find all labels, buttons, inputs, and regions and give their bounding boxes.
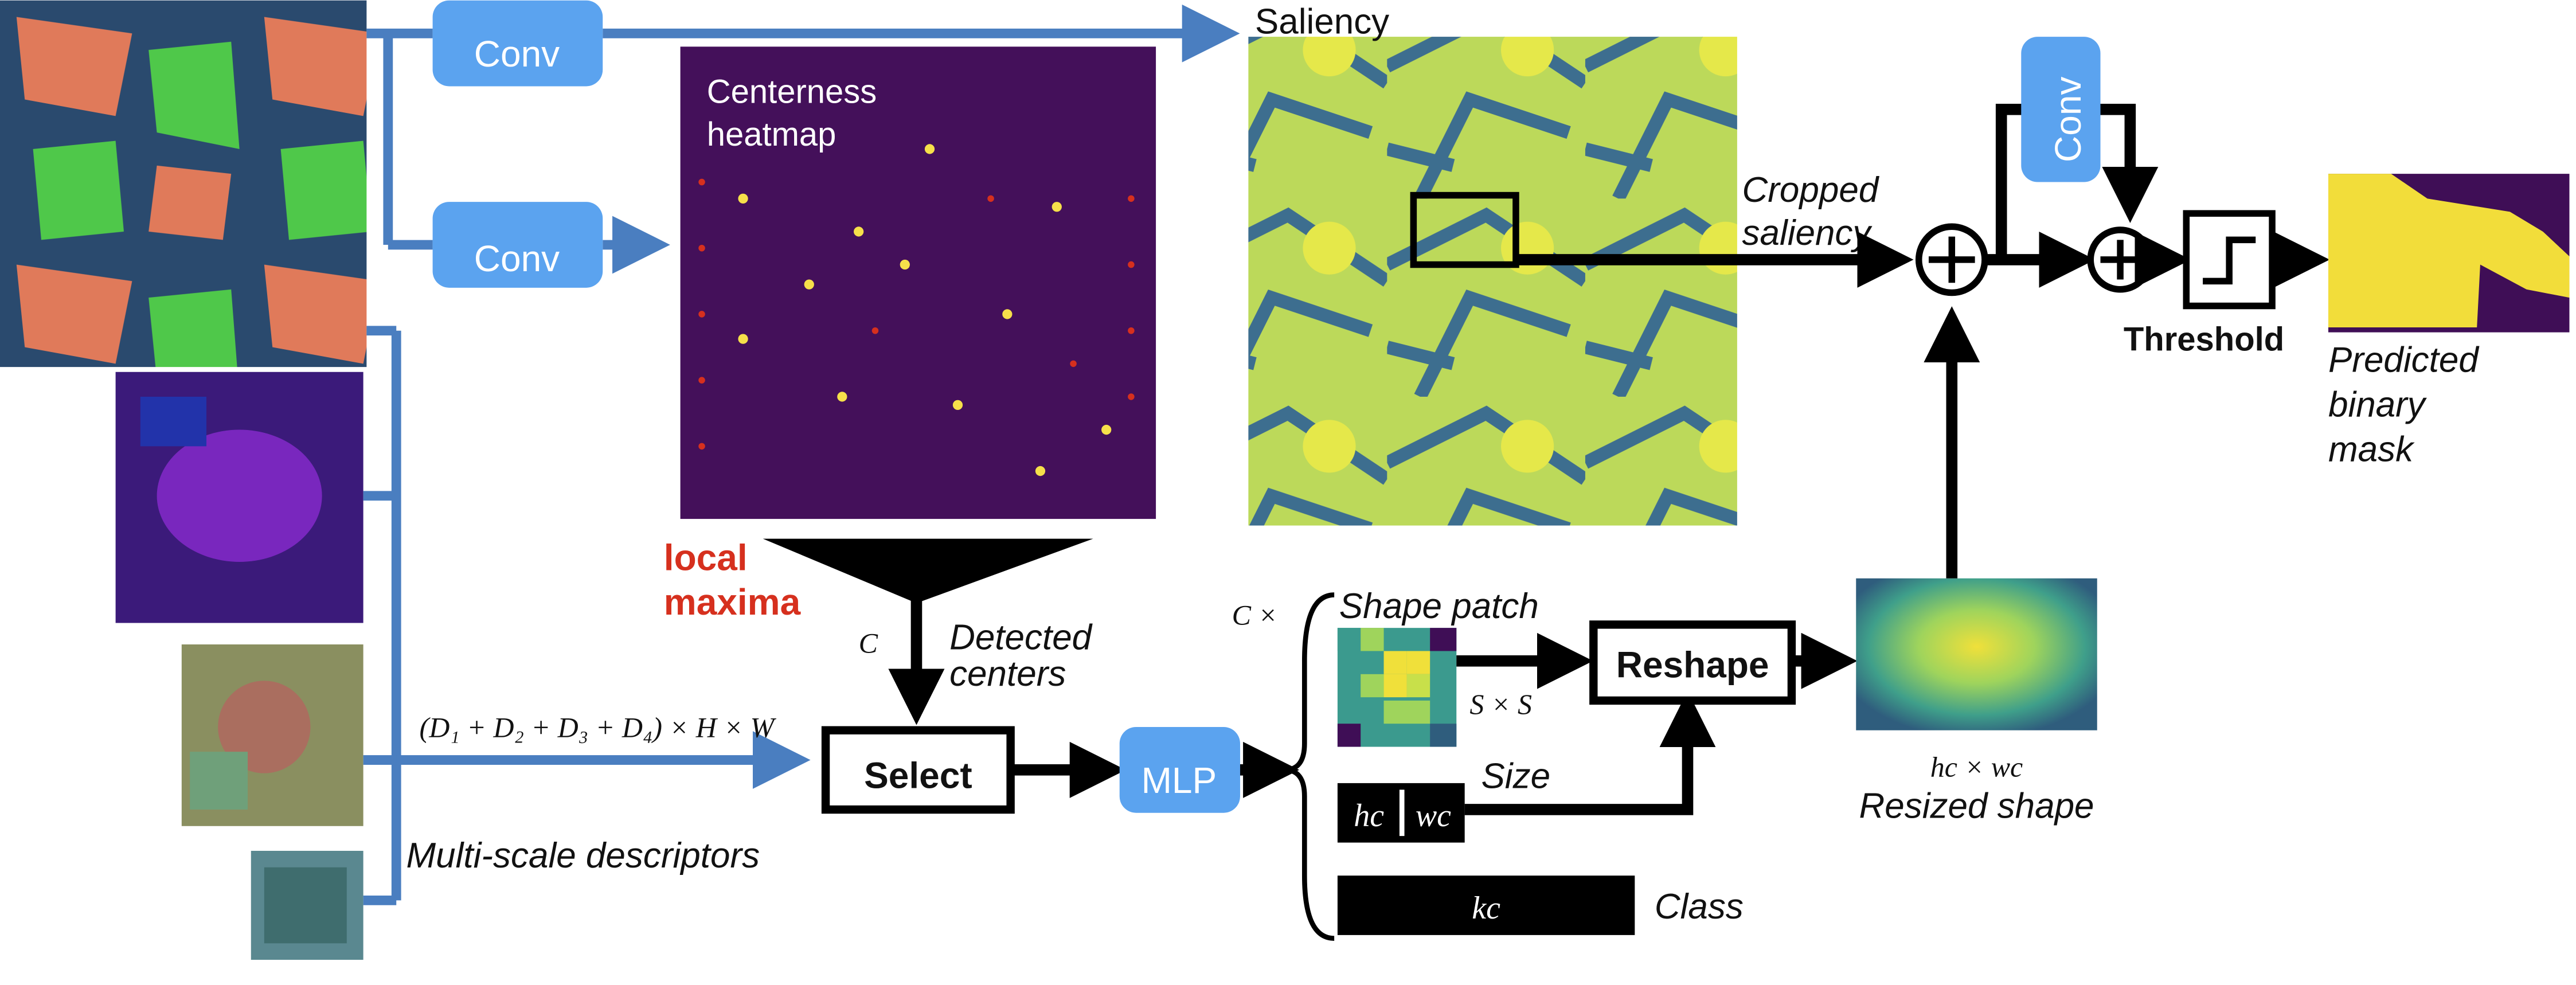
shape-patch-label: Shape patch — [1339, 587, 1539, 626]
multi-scale-label: Multi-scale descriptors — [406, 836, 760, 875]
predicted-label-line3: mask — [2328, 429, 2415, 469]
resized-shape-label: Resized shape — [1859, 786, 2094, 826]
descriptor-dims-label: (D₁ + D₂ + D₃ + D₄) × H × W — [420, 711, 777, 743]
saliency-label: Saliency — [1255, 2, 1389, 41]
local-maxima-label-line2: maxima — [664, 581, 801, 623]
detected-label-line1: Detected — [949, 618, 1093, 658]
conv-top-label: Conv — [474, 33, 560, 75]
local-maxima-funnel — [763, 538, 1093, 725]
predicted-mask — [2328, 174, 2570, 333]
cropped-label-line1: Cropped — [1742, 170, 1880, 210]
detected-label-line2: centers — [949, 654, 1066, 694]
hc-by-wc-label: hc × wc — [1930, 751, 2023, 783]
c-times-label: C × — [1232, 599, 1278, 631]
conv-right-label: Conv — [2047, 77, 2089, 162]
centerness-heatmap: Centerness heatmap — [680, 46, 1156, 519]
predicted-label-line1: Predicted — [2328, 341, 2480, 380]
conv-mid-button: Conv — [432, 202, 603, 288]
threshold-label: Threshold — [2124, 320, 2284, 358]
input-satellite-image — [0, 0, 367, 368]
hc-label: hc — [1354, 798, 1384, 834]
centerness-label-line2: heatmap — [707, 116, 836, 153]
conv-right-button: Conv — [2021, 37, 2101, 182]
class-box: kc — [1337, 875, 1635, 935]
select-label: Select — [864, 755, 972, 796]
feature-map-2 — [181, 644, 363, 826]
s-by-s-label: S × S — [1469, 688, 1532, 720]
class-label: Class — [1655, 887, 1744, 927]
blue-connections — [363, 4, 1240, 905]
threshold-node — [2183, 210, 2276, 310]
kc-label: kc — [1472, 890, 1500, 926]
wc-label: wc — [1416, 798, 1451, 834]
output-brace — [1284, 592, 1335, 941]
size-label: Size — [1481, 757, 1550, 796]
mlp-label: MLP — [1142, 760, 1217, 801]
sum-node-1 — [1915, 223, 1988, 296]
c-symbol: C — [859, 627, 878, 659]
saliency-map — [1248, 37, 1737, 526]
cropped-label-line2: saliency — [1742, 213, 1873, 253]
sum-node-2 — [2087, 226, 2153, 293]
reshape-node: Reshape — [1589, 620, 1796, 705]
size-box: hc wc — [1337, 783, 1465, 843]
select-node: Select — [821, 726, 1015, 814]
centerness-label-line1: Centerness — [707, 73, 877, 110]
reshape-label: Reshape — [1616, 644, 1769, 686]
resized-shape — [1856, 578, 2097, 730]
predicted-label-line2: binary — [2328, 385, 2428, 425]
conv-top-button: Conv — [432, 0, 603, 87]
mlp-node: MLP — [1119, 726, 1240, 813]
shape-patch — [1337, 628, 1457, 747]
local-maxima-label-line1: local — [664, 537, 748, 578]
conv-mid-label: Conv — [474, 238, 560, 279]
feature-map-3 — [251, 850, 363, 960]
feature-map-1 — [115, 372, 363, 623]
